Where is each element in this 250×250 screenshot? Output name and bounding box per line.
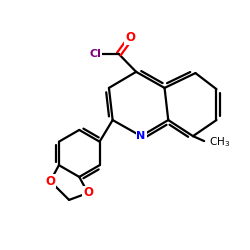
Text: N: N [136,131,146,141]
Text: O: O [83,186,93,200]
Text: Cl: Cl [90,49,101,59]
Text: O: O [125,31,135,44]
Text: CH$_3$: CH$_3$ [209,136,230,149]
Text: O: O [45,175,55,188]
